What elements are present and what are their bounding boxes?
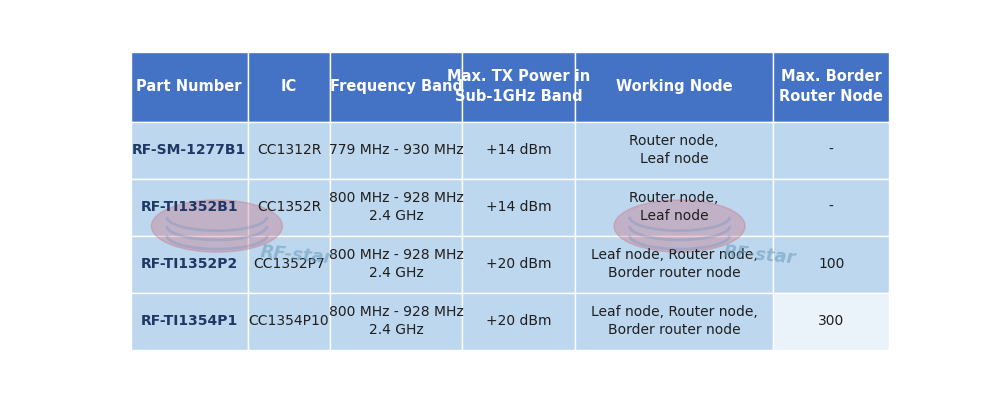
FancyBboxPatch shape (330, 235, 461, 292)
FancyBboxPatch shape (772, 51, 889, 122)
FancyBboxPatch shape (130, 122, 248, 179)
FancyBboxPatch shape (575, 122, 772, 179)
FancyBboxPatch shape (461, 292, 575, 350)
FancyBboxPatch shape (248, 179, 330, 235)
FancyBboxPatch shape (461, 51, 575, 122)
FancyBboxPatch shape (772, 122, 889, 179)
Text: 100: 100 (817, 257, 844, 271)
Text: CC1352P7: CC1352P7 (252, 257, 325, 271)
FancyBboxPatch shape (130, 51, 248, 122)
Text: 800 MHz - 928 MHz
2.4 GHz: 800 MHz - 928 MHz 2.4 GHz (329, 305, 463, 337)
Text: -: - (828, 200, 833, 214)
Text: 300: 300 (817, 314, 844, 328)
Text: +20 dBm: +20 dBm (485, 314, 551, 328)
Circle shape (613, 200, 745, 252)
Text: +14 dBm: +14 dBm (485, 200, 551, 214)
Text: 779 MHz - 930 MHz: 779 MHz - 930 MHz (329, 143, 463, 157)
Text: 800 MHz - 928 MHz
2.4 GHz: 800 MHz - 928 MHz 2.4 GHz (329, 191, 463, 223)
FancyBboxPatch shape (461, 122, 575, 179)
Text: Router node,
Leaf node: Router node, Leaf node (629, 134, 718, 166)
FancyBboxPatch shape (130, 235, 248, 292)
FancyBboxPatch shape (772, 179, 889, 235)
FancyBboxPatch shape (575, 235, 772, 292)
FancyBboxPatch shape (461, 179, 575, 235)
Circle shape (151, 200, 282, 252)
FancyBboxPatch shape (330, 179, 461, 235)
Text: Max. Border
Router Node: Max. Border Router Node (778, 69, 883, 104)
Text: RF-star: RF-star (259, 243, 333, 267)
FancyBboxPatch shape (330, 122, 461, 179)
FancyBboxPatch shape (248, 292, 330, 350)
Text: RF-TI1352P2: RF-TI1352P2 (140, 257, 238, 271)
FancyBboxPatch shape (248, 235, 330, 292)
Text: Router node,
Leaf node: Router node, Leaf node (629, 191, 718, 223)
Text: Max. TX Power in
Sub-1GHz Band: Max. TX Power in Sub-1GHz Band (446, 69, 589, 104)
Text: IC: IC (280, 79, 297, 94)
FancyBboxPatch shape (772, 292, 889, 350)
Text: CC1352R: CC1352R (256, 200, 321, 214)
FancyBboxPatch shape (575, 179, 772, 235)
FancyBboxPatch shape (461, 235, 575, 292)
Text: RF-star: RF-star (722, 243, 795, 267)
FancyBboxPatch shape (772, 235, 889, 292)
Text: 800 MHz - 928 MHz
2.4 GHz: 800 MHz - 928 MHz 2.4 GHz (329, 248, 463, 280)
FancyBboxPatch shape (575, 51, 772, 122)
Text: +20 dBm: +20 dBm (485, 257, 551, 271)
Text: Leaf node, Router node,
Border router node: Leaf node, Router node, Border router no… (590, 305, 756, 337)
FancyBboxPatch shape (330, 51, 461, 122)
Text: CC1354P10: CC1354P10 (248, 314, 329, 328)
Text: Part Number: Part Number (136, 79, 242, 94)
FancyBboxPatch shape (330, 292, 461, 350)
FancyBboxPatch shape (248, 51, 330, 122)
FancyBboxPatch shape (248, 122, 330, 179)
FancyBboxPatch shape (130, 179, 248, 235)
FancyBboxPatch shape (130, 292, 248, 350)
Text: RF-SM-1277B1: RF-SM-1277B1 (132, 143, 246, 157)
Text: -: - (828, 143, 833, 157)
FancyBboxPatch shape (575, 292, 772, 350)
Text: RF-TI1354P1: RF-TI1354P1 (140, 314, 238, 328)
Text: RF-TI1352B1: RF-TI1352B1 (140, 200, 238, 214)
Text: Working Node: Working Node (615, 79, 732, 94)
Text: +14 dBm: +14 dBm (485, 143, 551, 157)
Text: Frequency Band: Frequency Band (329, 79, 462, 94)
Text: Leaf node, Router node,
Border router node: Leaf node, Router node, Border router no… (590, 248, 756, 280)
Text: CC1312R: CC1312R (256, 143, 321, 157)
